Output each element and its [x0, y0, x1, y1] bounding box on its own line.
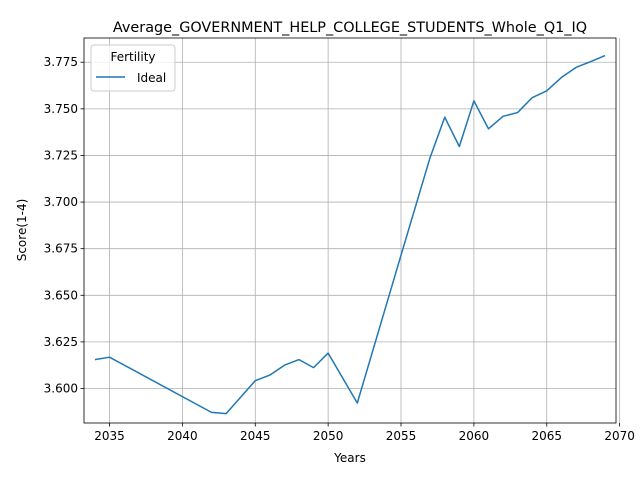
x-axis-ticks: 2035 2040 2045 2050 2055 2060 2065 2070	[94, 423, 635, 443]
x-tick-label: 2055	[386, 429, 417, 443]
x-tick-label: 2045	[240, 429, 271, 443]
legend: Fertility Ideal	[90, 44, 176, 92]
x-tick-label: 2060	[459, 429, 490, 443]
y-axis-label: Score(1-4)	[15, 199, 29, 262]
chart-title: Average_GOVERNMENT_HELP_COLLEGE_STUDENTS…	[113, 20, 587, 36]
y-tick-label: 3.700	[44, 195, 78, 209]
x-axis-label: Years	[333, 451, 366, 465]
legend-title: Fertility	[110, 50, 155, 64]
y-tick-label: 3.750	[44, 102, 78, 116]
y-axis-ticks: 3.600 3.625 3.650 3.675 3.700 3.725 3.750 3.775	[44, 55, 84, 396]
y-tick-label: 3.725	[44, 148, 78, 162]
legend-entry-ideal: Ideal	[137, 71, 166, 85]
x-tick-label: 2050	[313, 429, 344, 443]
series-line-ideal	[94, 54, 606, 415]
y-tick-label: 3.625	[44, 335, 78, 349]
x-tick-label: 2065	[531, 429, 562, 443]
legend-box	[90, 44, 176, 92]
series-layer	[94, 54, 606, 415]
x-tick-label: 2040	[167, 429, 198, 443]
grid-lines	[84, 38, 621, 423]
y-tick-label: 3.675	[44, 242, 78, 256]
y-tick-label: 3.650	[44, 288, 78, 302]
plot-frame	[83, 37, 617, 424]
x-tick-label: 2070	[604, 429, 635, 443]
y-tick-label: 3.775	[44, 55, 78, 69]
y-tick-label: 3.600	[44, 382, 78, 396]
x-tick-label: 2035	[94, 429, 125, 443]
